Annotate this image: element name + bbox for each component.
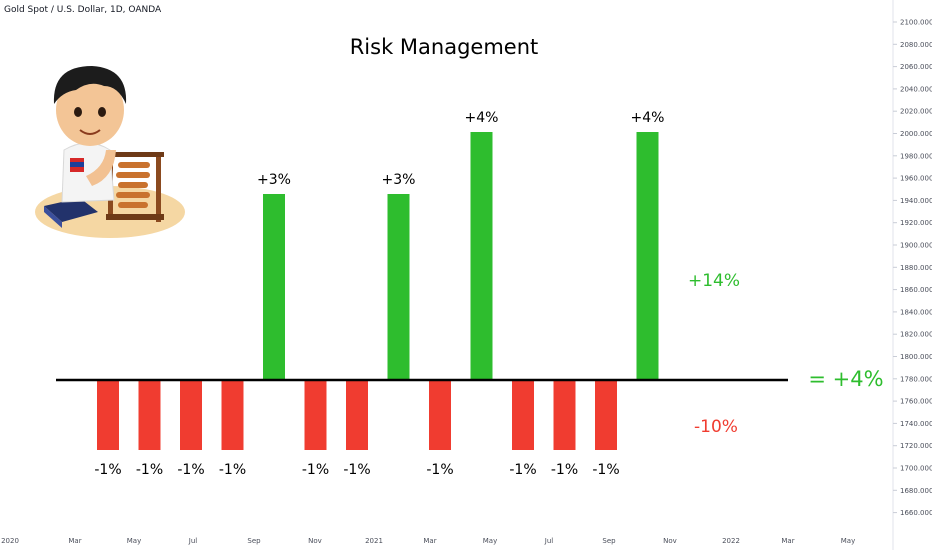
time-tick-label: Mar — [68, 537, 81, 545]
price-tick-label: 1880.000 — [900, 264, 932, 272]
bar-value-label: -1% — [551, 462, 578, 478]
price-tick-label: 2020.000 — [900, 108, 932, 116]
time-tick-label: Nov — [308, 537, 322, 545]
time-tick-label: Mar — [423, 537, 436, 545]
bar-value-label: +4% — [631, 110, 665, 126]
price-tick-label: 1660.000 — [900, 509, 932, 517]
loss-bar — [429, 380, 451, 450]
loss-bar — [138, 380, 161, 450]
price-tick-label: 2040.000 — [900, 85, 932, 93]
bar-value-label: -1% — [302, 462, 329, 478]
time-tick-label: 2020 — [1, 537, 19, 545]
time-tick-label: May — [483, 537, 497, 545]
loss-bar — [221, 380, 244, 450]
bar-value-label: -1% — [136, 462, 163, 478]
total-gain-label: +14% — [688, 271, 740, 291]
total-loss-label: -10% — [694, 417, 738, 437]
price-tick-label: 1700.000 — [900, 465, 932, 473]
bar-value-label: +3% — [382, 172, 416, 188]
price-tick-label: 2060.000 — [900, 63, 932, 71]
loss-bar — [595, 380, 617, 450]
price-tick-label: 2100.000 — [900, 19, 932, 27]
bar-value-label: -1% — [592, 462, 619, 478]
chart-title: Risk Management — [350, 35, 539, 59]
bar-value-label: +3% — [257, 172, 291, 188]
bar-value-label: -1% — [509, 462, 536, 478]
price-axis: 2100.000 2080.000 2060.000 2040.000 2020.000… — [893, 19, 932, 517]
bar-value-label: +4% — [465, 110, 499, 126]
price-tick-label: 1760.000 — [900, 398, 932, 406]
price-tick-label: 1980.000 — [900, 152, 932, 160]
price-tick-label: 1960.000 — [900, 175, 932, 183]
time-tick-label: Jul — [188, 537, 198, 545]
win-bar — [470, 132, 493, 380]
time-tick-label: 2022 — [722, 537, 740, 545]
win-bar — [263, 194, 285, 380]
win-bar — [387, 194, 410, 380]
price-tick-label: 1940.000 — [900, 197, 932, 205]
price-tick-label: 2080.000 — [900, 41, 932, 49]
bar-value-label: -1% — [219, 462, 246, 478]
price-tick-label: 2000.000 — [900, 130, 932, 138]
price-tick-label: 1900.000 — [900, 242, 932, 250]
loss-bar — [97, 380, 119, 450]
loss-bar — [512, 380, 534, 450]
time-tick-label: Sep — [247, 537, 261, 545]
loss-bar — [346, 380, 368, 450]
time-tick-label: May — [127, 537, 141, 545]
bars: -1% -1% -1% -1% +3% -1% -1% +3% -1% +4% -1% -1% -1% +… — [94, 110, 664, 478]
loss-bar — [304, 380, 327, 450]
time-tick-label: May — [841, 537, 855, 545]
loss-bar — [553, 380, 576, 450]
symbol-header: Gold Spot / U.S. Dollar, 1D, OANDA — [4, 5, 162, 15]
price-tick-label: 1720.000 — [900, 442, 932, 450]
bar-value-label: -1% — [177, 462, 204, 478]
price-tick-label: 1840.000 — [900, 308, 932, 316]
time-tick-label: Mar — [781, 537, 794, 545]
net-result-label: = +4% — [808, 367, 883, 391]
bar-value-label: -1% — [94, 462, 121, 478]
time-axis: 2020 Mar May Jul Sep Nov 2021 Mar May Jul Sep Nov 20… — [1, 537, 855, 545]
loss-bar — [180, 380, 202, 450]
price-tick-label: 1780.000 — [900, 375, 932, 383]
price-tick-label: 1860.000 — [900, 286, 932, 294]
time-tick-label: Sep — [602, 537, 616, 545]
price-tick-label: 1740.000 — [900, 420, 932, 428]
win-bar — [636, 132, 659, 380]
price-tick-label: 1820.000 — [900, 331, 932, 339]
time-tick-label: 2021 — [365, 537, 383, 545]
boy-with-abacus-icon — [35, 66, 185, 238]
price-tick-label: 1920.000 — [900, 219, 932, 227]
price-tick-label: 1680.000 — [900, 487, 932, 495]
time-tick-label: Nov — [663, 537, 677, 545]
time-tick-label: Jul — [544, 537, 554, 545]
bar-value-label: -1% — [343, 462, 370, 478]
bar-value-label: -1% — [426, 462, 453, 478]
price-tick-label: 1800.000 — [900, 353, 932, 361]
